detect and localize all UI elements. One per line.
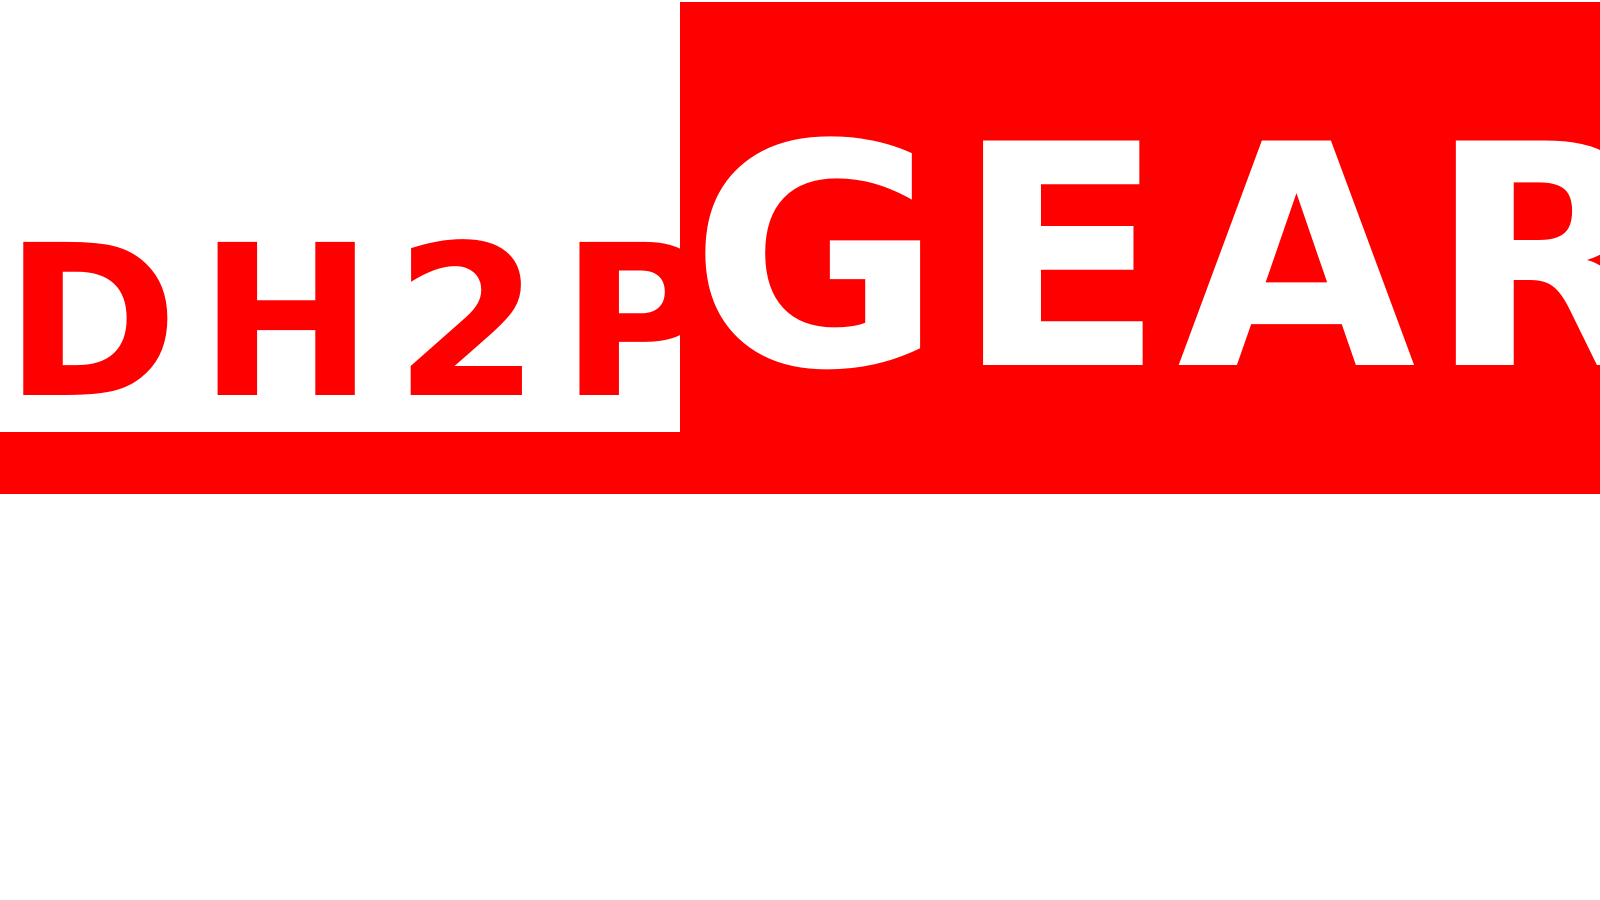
logo-text-dh2p: DH2P [4,200,735,445]
logo-red-underline-bar [0,432,1600,494]
logo-red-panel [680,2,1600,494]
logo-text-gear: GEAR [690,79,1600,438]
